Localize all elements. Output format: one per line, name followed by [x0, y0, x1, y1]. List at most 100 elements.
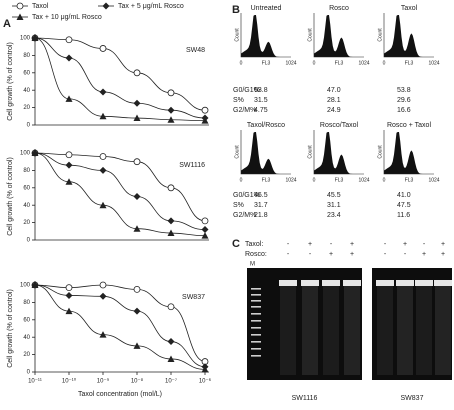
histogram: [314, 15, 364, 57]
point: [201, 106, 209, 114]
stat-value: 47.5: [397, 202, 411, 209]
axis-label: Count: [377, 28, 383, 42]
axis-label: FL3: [335, 177, 344, 183]
legend-label: Taxol: [32, 3, 49, 10]
histogram-axis: [240, 130, 291, 175]
stat-value: 47.0: [327, 87, 341, 94]
stat-value: 41.0: [397, 192, 411, 199]
y-tick-label: 80: [23, 53, 30, 59]
x-tick-label: 10⁻⁷: [165, 378, 177, 385]
stat-value: 4.75: [254, 107, 268, 114]
ladder-band: [251, 300, 261, 302]
gel-smear: [302, 285, 318, 375]
axis-max: 1024: [358, 60, 369, 66]
gel-band: [434, 280, 452, 286]
y-tick-label: 0: [27, 370, 31, 376]
stat-value: 24.9: [327, 107, 341, 114]
axis-label: FL3: [262, 60, 271, 66]
axis-max: 1024: [428, 177, 439, 183]
chart-label: SW48: [186, 47, 205, 54]
histogram-title: Untreated: [251, 5, 282, 12]
y-tick-label: 20: [23, 220, 30, 226]
series-line: [34, 284, 206, 370]
point: [167, 338, 175, 346]
panel-label: C: [232, 238, 240, 250]
gel-band: [322, 280, 340, 286]
y-axis-label: Cell growth (% of control): [7, 289, 14, 368]
chart-label: SW837: [182, 294, 205, 301]
point: [65, 36, 73, 44]
gel-band: [279, 280, 297, 286]
sign: -: [384, 241, 387, 248]
point: [65, 307, 73, 315]
gel-band: [396, 280, 414, 286]
gel-smear: [377, 285, 393, 375]
stat-value: 29.6: [397, 97, 411, 104]
stat-value: 45.5: [327, 192, 341, 199]
axis: [34, 34, 209, 126]
point: [99, 201, 107, 209]
y-tick-label: 20: [23, 105, 30, 111]
ladder-band: [251, 341, 261, 343]
gel-band: [376, 280, 394, 286]
axis-max: 1024: [285, 177, 296, 183]
histogram-axis: [313, 13, 364, 58]
histogram-axis: [240, 13, 291, 58]
ladder-band: [251, 355, 261, 357]
y-tick-label: 100: [20, 151, 31, 157]
y-tick-label: 0: [27, 123, 31, 129]
histogram-axis: [383, 13, 434, 58]
y-tick-label: 60: [23, 185, 30, 191]
ladder-band: [251, 294, 261, 296]
point: [65, 178, 73, 185]
stat-value: 11.6: [397, 212, 410, 219]
y-tick-label: 100: [20, 283, 31, 289]
stat-value: 21.8: [254, 212, 268, 219]
histogram-title: Taxol: [401, 5, 418, 12]
point: [65, 95, 73, 102]
x-tick-label: 10⁻¹¹: [28, 379, 42, 385]
histogram: [384, 15, 434, 57]
series-line: [34, 152, 206, 237]
gel-smear: [435, 285, 451, 375]
point: [99, 331, 107, 338]
point: [201, 226, 209, 234]
gel-name: SW837: [401, 395, 424, 402]
legend-label: Tax + 10 μg/mL Rosco: [32, 14, 102, 21]
axis-label: Count: [307, 145, 313, 159]
point: [201, 232, 209, 239]
stat-label: S%: [233, 97, 244, 104]
y-tick-label: 100: [20, 36, 31, 42]
point: [201, 117, 209, 124]
series-line: [34, 37, 206, 122]
axis-label: FL3: [262, 177, 271, 183]
histogram-title: Rosco/Taxol: [320, 122, 359, 129]
point: [133, 342, 141, 349]
sign: -: [309, 251, 312, 258]
point: [133, 114, 141, 122]
point: [167, 303, 175, 311]
point: [133, 285, 141, 293]
sign: -: [287, 251, 290, 258]
point: [99, 112, 107, 120]
sign: -: [423, 241, 426, 248]
point: [133, 69, 141, 77]
ladder-band: [251, 334, 261, 336]
sign: +: [350, 251, 354, 258]
gel-band: [343, 280, 361, 286]
legend-label: Tax + 5 μg/mL Rosco: [118, 3, 184, 10]
stat-value: 31.7: [254, 202, 268, 209]
stat-label: G2/M%: [233, 107, 256, 114]
gel-row-label: Rosco:: [245, 251, 267, 258]
point: [102, 2, 110, 10]
y-tick-label: 80: [23, 300, 30, 306]
point: [167, 116, 175, 123]
histogram: [384, 132, 434, 174]
sign: +: [441, 251, 445, 258]
sign: -: [330, 241, 333, 248]
stat-value: 63.8: [254, 87, 268, 94]
gel-smear: [397, 285, 413, 375]
ladder-band: [251, 313, 261, 315]
y-tick-label: 40: [23, 335, 30, 341]
point: [99, 88, 107, 96]
